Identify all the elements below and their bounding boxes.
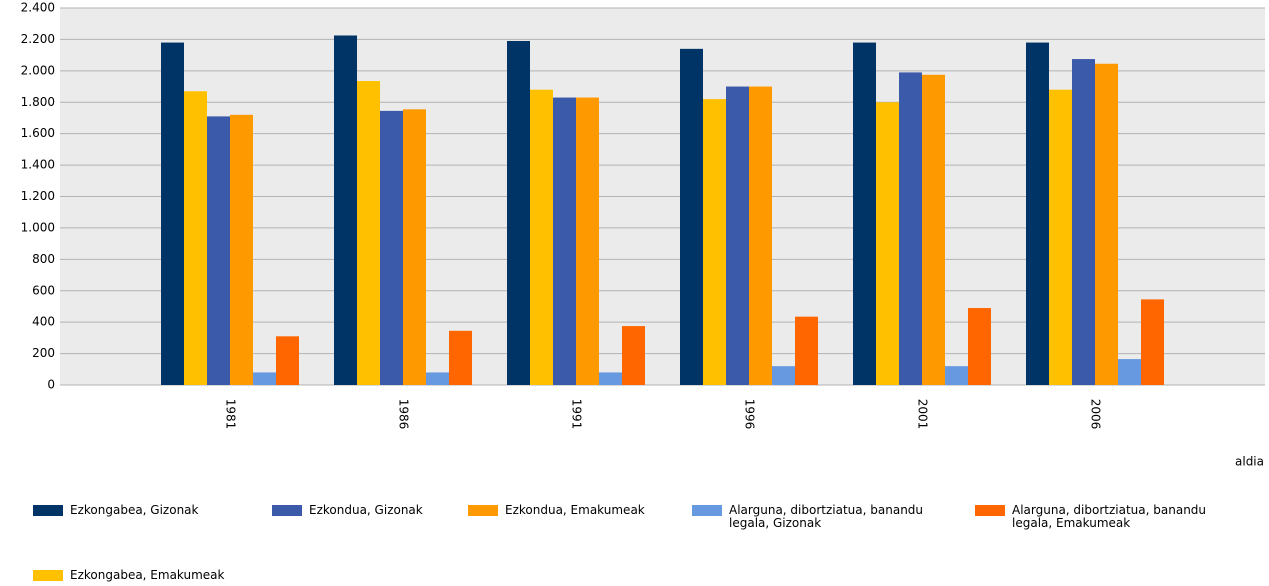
bar	[622, 326, 645, 385]
legend-swatch	[692, 505, 722, 516]
bar	[1141, 299, 1164, 385]
bar	[403, 109, 426, 385]
y-tick-label: 1.200	[21, 189, 55, 203]
legend-item: Ezkondua, Emakumeak	[468, 504, 740, 517]
bar	[703, 99, 726, 385]
bar	[772, 366, 795, 385]
y-tick-label: 1.400	[21, 158, 55, 172]
bar	[599, 372, 622, 385]
legend-label: Alarguna, dibortziatua, banandu legala, …	[729, 503, 924, 530]
bar	[795, 316, 818, 385]
legend-label: Alarguna, dibortziatua, banandu legala, …	[1012, 503, 1207, 530]
bar	[876, 102, 899, 385]
bar	[253, 372, 276, 385]
legend-swatch	[33, 505, 63, 516]
legend-swatch	[33, 570, 63, 581]
bar	[426, 372, 449, 385]
bar	[1026, 42, 1049, 385]
bar	[230, 114, 253, 386]
bar	[334, 35, 357, 385]
legend-swatch	[975, 505, 1005, 516]
bar	[945, 366, 968, 385]
y-tick-label: 200	[32, 346, 55, 360]
legend-swatch	[468, 505, 498, 516]
x-tick-label: 1996	[743, 399, 757, 430]
bar	[853, 42, 876, 385]
bar	[1118, 359, 1141, 385]
bar	[276, 336, 299, 385]
bar	[749, 86, 772, 386]
legend-item: Alarguna, dibortziatua, banandu legala, …	[975, 504, 1247, 530]
legend-label: Ezkongabea, Gizonak	[70, 503, 199, 517]
y-tick-label: 1.800	[21, 95, 55, 109]
bar	[449, 330, 472, 385]
y-tick-label: 1.000	[21, 220, 55, 234]
x-axis-title: aldia	[1235, 455, 1264, 469]
bar	[553, 97, 576, 385]
bar	[899, 72, 922, 385]
bar	[680, 48, 703, 385]
legend-item: Ezkongabea, Emakumeak	[33, 569, 305, 582]
bar	[184, 91, 207, 386]
bar	[1049, 89, 1072, 385]
y-tick-label: 2.000	[21, 63, 55, 77]
legend-swatch	[272, 505, 302, 516]
x-tick-label: 2001	[916, 399, 930, 430]
bar	[1072, 59, 1095, 385]
y-tick-label: 2.200	[21, 32, 55, 46]
bar	[507, 40, 530, 386]
bar	[357, 81, 380, 385]
bar	[380, 110, 403, 385]
bar	[161, 42, 184, 385]
bar	[1095, 63, 1118, 385]
legend-label: Ezkondua, Gizonak	[309, 503, 423, 517]
bar	[576, 97, 599, 385]
legend-item: Ezkongabea, Gizonak	[33, 504, 305, 517]
bar	[922, 74, 945, 386]
y-tick-label: 1.600	[21, 126, 55, 140]
legend-item: Alarguna, dibortziatua, banandu legala, …	[692, 504, 964, 530]
bar	[530, 89, 553, 385]
legend-label: Ezkongabea, Emakumeak	[70, 568, 225, 582]
y-tick-label: 0	[47, 378, 55, 392]
legend-label: Ezkondua, Emakumeak	[505, 503, 645, 517]
y-tick-label: 600	[32, 283, 55, 297]
x-tick-label: 1991	[570, 399, 584, 430]
bar	[726, 86, 749, 386]
legend-item: Ezkondua, Gizonak	[272, 504, 544, 517]
bar	[968, 308, 991, 385]
x-tick-label: 1986	[397, 399, 411, 430]
bar	[207, 116, 230, 385]
x-tick-label: 1981	[224, 399, 238, 430]
y-tick-label: 2.400	[21, 1, 55, 15]
y-tick-label: 800	[32, 252, 55, 266]
y-tick-label: 400	[32, 315, 55, 329]
x-tick-label: 2006	[1089, 399, 1103, 430]
